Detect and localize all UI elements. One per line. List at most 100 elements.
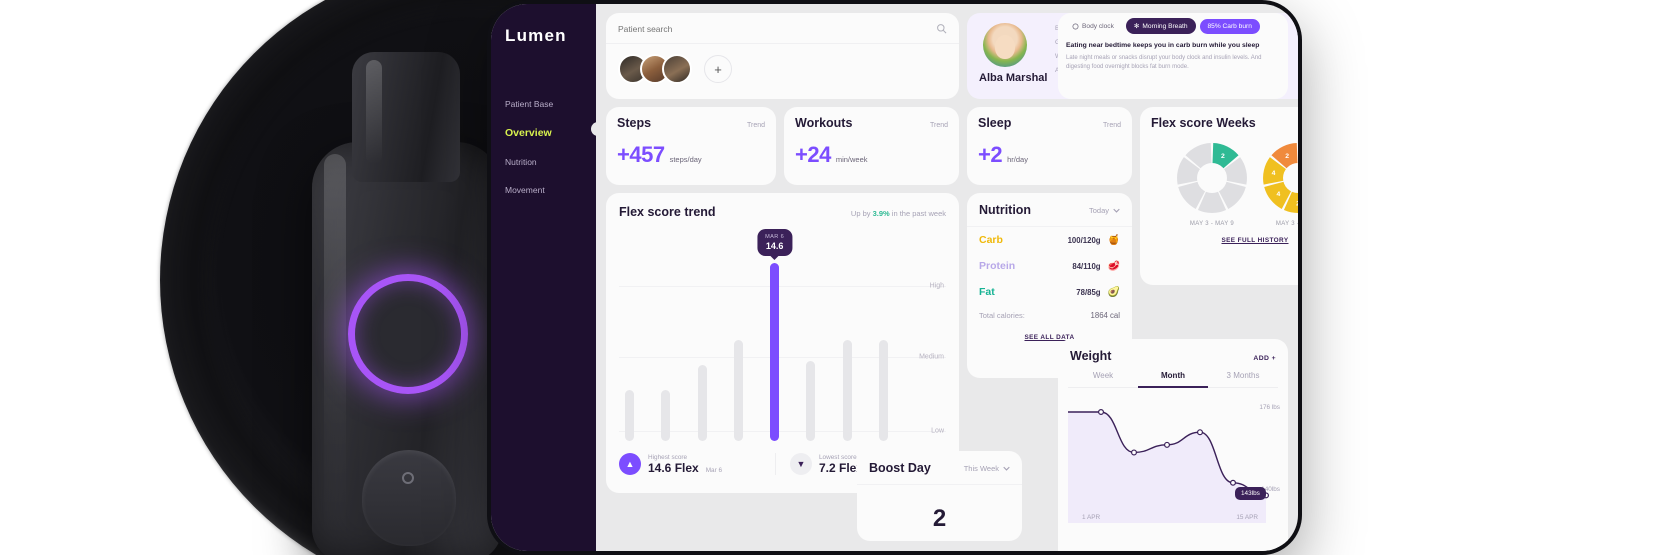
bar[interactable] — [842, 339, 852, 441]
lumen-device-image — [300, 42, 515, 555]
metric-card-steps: Steps Trend +457 steps/day — [606, 107, 776, 185]
x-axis-left-label: 1 APR — [1082, 514, 1101, 521]
grid-line — [619, 285, 946, 287]
bar[interactable]: MAR 6 14.6 — [757, 229, 793, 441]
donut-segment[interactable] — [1177, 157, 1203, 185]
bar[interactable] — [733, 339, 743, 441]
clock-icon — [1072, 23, 1079, 29]
search-input[interactable] — [618, 23, 758, 34]
bar-chart[interactable]: High Medium Low MAR 6 14.6 — [619, 229, 946, 441]
body-clock-card: Body clock ✻ Morning Breath 85% Carb bur… — [1058, 13, 1288, 99]
lowest-score-text: Lowest score 7.2 Flex — [819, 454, 863, 475]
metric-title: Sleep — [978, 116, 1012, 130]
avocado-icon: 🥑 — [1107, 286, 1120, 298]
data-point[interactable] — [1163, 441, 1170, 448]
trend-header: Flex score trend Up by 3.9% in the past … — [619, 205, 946, 219]
data-point[interactable] — [1230, 479, 1237, 486]
boost-title: Boost Day — [869, 461, 931, 475]
highest-score-text: Highest score 14.6 Flex — [648, 454, 699, 475]
bar[interactable] — [697, 365, 707, 441]
sidebar-notch — [591, 122, 605, 136]
highest-score-value: 14.6 Flex — [648, 460, 699, 475]
donut-week-2: 3212442 MAY 3 - MAY 9 — [1260, 140, 1298, 227]
donut-caption: MAY 3 - MAY 9 — [1275, 221, 1298, 227]
badge-carb-burn[interactable]: 85% Carb burn — [1199, 18, 1260, 34]
data-point[interactable] — [1097, 409, 1104, 416]
nutrition-period-selector[interactable]: Today — [1089, 206, 1120, 215]
boost-day-card: Boost Day This Week 2 — [857, 451, 1022, 541]
patient-identity: Alba Marshal — [977, 22, 1055, 84]
donut-segment[interactable] — [1221, 157, 1247, 185]
donut-segment[interactable] — [1217, 180, 1246, 209]
donut-hole — [1197, 163, 1227, 193]
boost-period-label: This Week — [963, 463, 999, 473]
donut-group: 2 MAY 3 - MAY 9 3212442 — [1151, 140, 1298, 227]
badge-morning-breath-label: Morning Breath — [1142, 22, 1188, 30]
sidebar-item-movement[interactable]: Movement — [505, 185, 545, 195]
donut-chart[interactable]: 3212442 — [1260, 140, 1298, 216]
badge-carb-burn-label: 85% Carb burn — [1207, 22, 1252, 30]
see-full-history-link[interactable]: SEE FULL HISTORY — [1221, 237, 1289, 244]
arrow-up-icon: ▲ — [619, 453, 641, 475]
search-row — [606, 13, 959, 44]
badge-morning-breath[interactable]: ✻ Morning Breath — [1125, 18, 1196, 34]
donut-segment[interactable] — [1283, 188, 1298, 213]
sidebar-item-overview[interactable]: Overview — [505, 127, 552, 139]
weight-line-chart[interactable]: 176 lbs 140lbs 1 APR 15 APR 143lbs — [1058, 398, 1288, 523]
nutrition-row-protein: Protein 84/110g 🥩 — [967, 253, 1132, 279]
axis-tick-label: High — [929, 282, 944, 290]
metric-value-row: +24 min/week — [795, 142, 948, 168]
sidebar-item-nutrition[interactable]: Nutrition — [505, 157, 537, 167]
sidebar: Lumen Patient Base Overview Nutrition Mo… — [491, 4, 605, 551]
body-clock-tabs: Body clock ✻ Morning Breath 85% Carb bur… — [1058, 13, 1288, 38]
device-led-ring — [348, 274, 468, 394]
tab-3-months[interactable]: 3 Months — [1208, 371, 1278, 388]
nutrition-total-row: Total calories: 1864 cal — [967, 305, 1132, 320]
donut-segment[interactable] — [1264, 180, 1293, 209]
axis-tick-label: Low — [931, 427, 944, 434]
bar[interactable] — [661, 389, 671, 441]
bar[interactable] — [806, 360, 816, 441]
avatar[interactable] — [662, 54, 692, 84]
search-icon[interactable] — [936, 23, 947, 34]
metric-value-row: +457 steps/day — [617, 142, 765, 168]
bar[interactable] — [625, 389, 634, 441]
boost-period-selector[interactable]: This Week — [964, 464, 1010, 473]
nutrition-value: 100/120g — [1067, 235, 1101, 245]
meat-icon: 🥩 — [1107, 260, 1120, 272]
brand-logo: Lumen — [505, 26, 567, 45]
donut-segment-label: 4 — [1277, 191, 1281, 198]
device-mouthpiece — [352, 52, 460, 182]
boost-value: 2 — [932, 505, 947, 532]
add-patient-button[interactable]: + — [704, 55, 732, 83]
nutrition-row-carb: Carb 100/120g 🍯 — [967, 227, 1132, 253]
data-point[interactable] — [1197, 429, 1204, 436]
donut-segment[interactable] — [1263, 157, 1289, 185]
metric-value: +2 — [978, 142, 1003, 167]
tab-body-clock[interactable]: Body clock — [1064, 19, 1122, 34]
see-all-data-link[interactable]: SEE ALL DATA — [1024, 334, 1075, 341]
nutrition-name: Fat — [979, 286, 995, 298]
grid-line — [619, 357, 946, 358]
y-axis-bottom-label: 140lbs — [1261, 486, 1280, 493]
lowest-score-value: 7.2 Flex — [819, 460, 864, 475]
x-axis-right-label: 15 APR — [1236, 514, 1258, 521]
donut-chart[interactable]: 2 — [1174, 140, 1250, 216]
app-screen: Lumen Patient Base Overview Nutrition Mo… — [491, 4, 1298, 551]
tab-month[interactable]: Month — [1138, 371, 1208, 388]
data-point[interactable] — [1130, 449, 1137, 456]
add-weight-button[interactable]: ADD + — [1253, 355, 1276, 362]
nutrition-value: 84/110g — [1072, 261, 1101, 271]
breath-icon: ✻ — [1133, 23, 1140, 30]
donut-segment[interactable] — [1178, 180, 1207, 209]
patient-name: Alba Marshal — [979, 72, 1048, 84]
sidebar-item-patient-base[interactable]: Patient Base — [505, 99, 554, 109]
nutrition-value-group: 100/120g 🍯 — [1068, 235, 1120, 246]
bar[interactable] — [878, 339, 888, 441]
nutrition-title: Nutrition — [979, 203, 1032, 217]
flex-weeks-title: Flex score Weeks — [1151, 116, 1256, 130]
tab-week[interactable]: Week — [1068, 371, 1138, 388]
donut-segment[interactable] — [1197, 188, 1227, 213]
device-highlight — [324, 154, 346, 544]
trend-subtitle: Up by 3.9% in the past week — [851, 209, 946, 218]
